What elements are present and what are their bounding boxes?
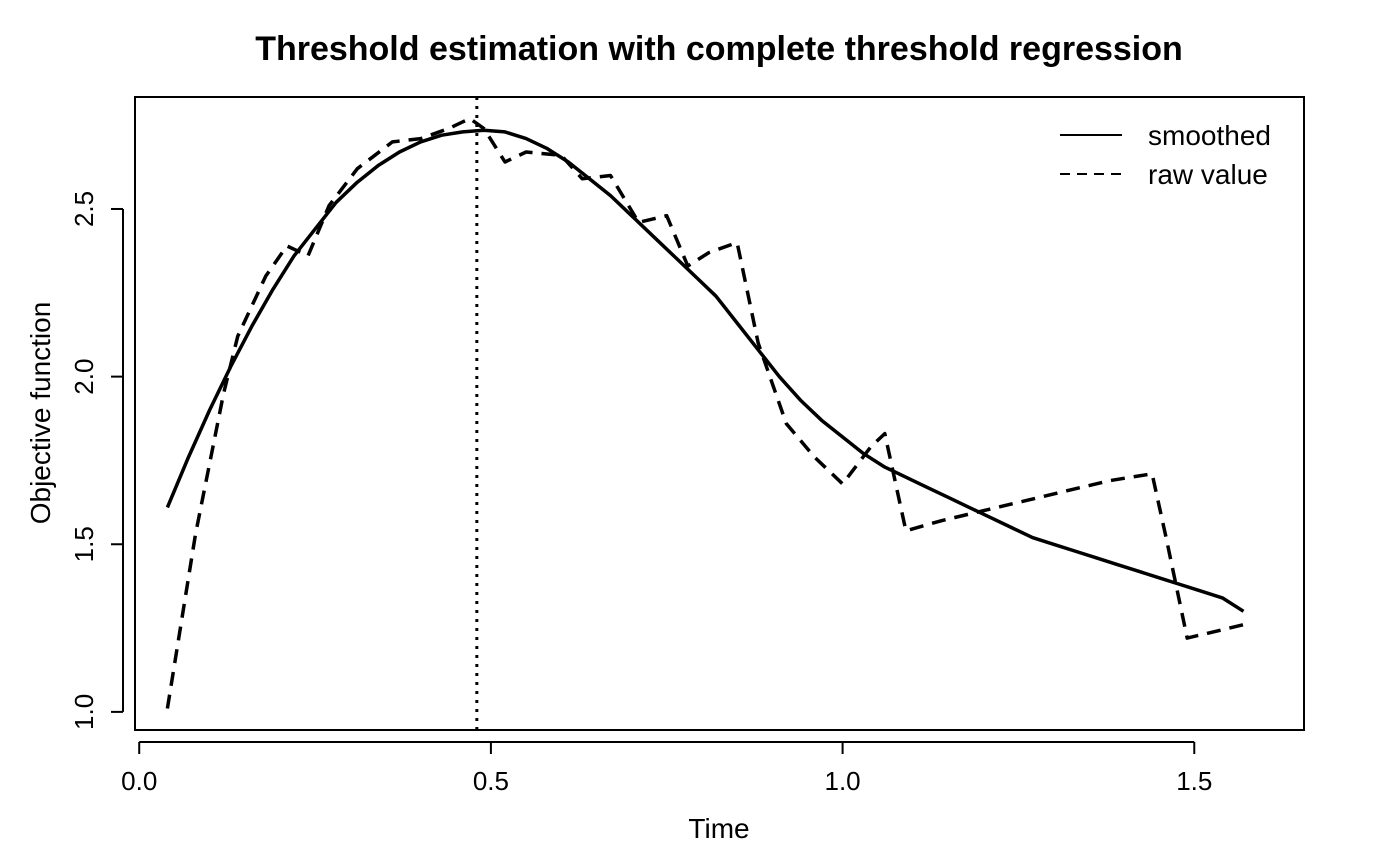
legend: smoothed raw value	[1060, 120, 1271, 190]
legend-label-raw-value: raw value	[1148, 159, 1268, 190]
x-tick-label: 1.0	[825, 766, 861, 796]
legend-label-smoothed: smoothed	[1148, 120, 1271, 151]
x-axis-label: Time	[688, 813, 749, 844]
y-tick-label: 2.5	[69, 191, 99, 227]
y-tick-label: 1.0	[69, 694, 99, 730]
y-tick-label: 2.0	[69, 359, 99, 395]
series-line-raw-value	[165, 116, 1244, 709]
y-tick-label: 1.5	[69, 526, 99, 562]
plot-frame	[134, 96, 1305, 731]
chart-title: Threshold estimation with complete thres…	[255, 30, 1183, 68]
series-line-smoothed	[165, 128, 1245, 613]
y-axis-label: Objective function	[25, 302, 56, 525]
series-layer	[165, 116, 1245, 709]
x-axis: 0.0 0.5 1.0 1.5	[121, 741, 1212, 796]
y-axis: 1.0 1.5 2.0 2.5	[69, 191, 124, 730]
x-tick-label: 0.0	[121, 766, 157, 796]
x-tick-label: 1.5	[1176, 766, 1212, 796]
x-tick-label: 0.5	[473, 766, 509, 796]
